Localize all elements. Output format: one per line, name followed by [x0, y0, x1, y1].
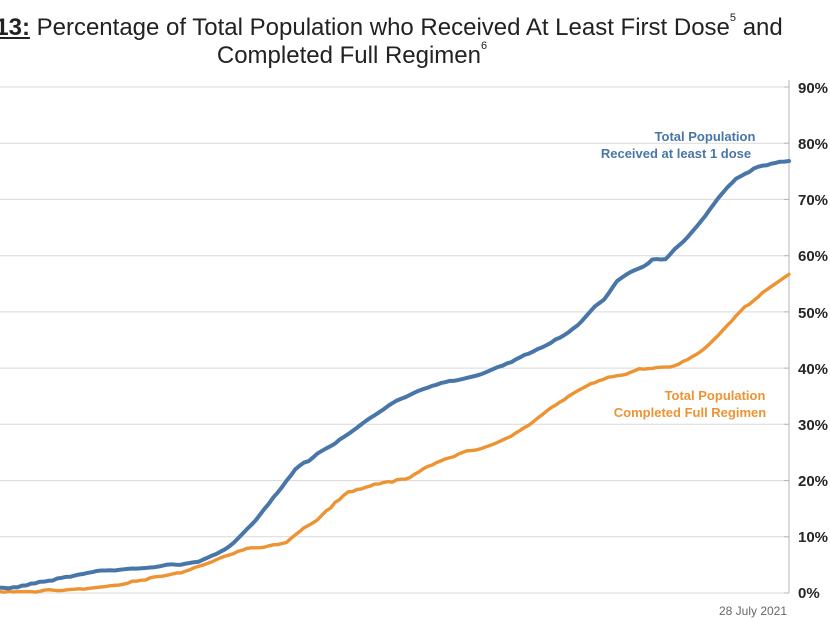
svg-text:Received at least 1 dose: Received at least 1 dose — [601, 146, 751, 161]
svg-text:0%: 0% — [798, 585, 820, 602]
svg-text:28 July 2021: 28 July 2021 — [719, 604, 787, 618]
svg-text:10%: 10% — [798, 529, 828, 546]
svg-text:Total Population: Total Population — [665, 388, 766, 403]
svg-text:40%: 40% — [798, 361, 828, 378]
svg-text:50%: 50% — [798, 305, 828, 322]
svg-text:60%: 60% — [798, 248, 828, 265]
svg-text:Total Population: Total Population — [655, 129, 756, 144]
svg-text:Completed Full Regimen: Completed Full Regimen — [614, 405, 766, 420]
svg-text:90%: 90% — [798, 80, 828, 97]
svg-text:80%: 80% — [798, 136, 828, 153]
svg-text:20%: 20% — [798, 473, 828, 490]
svg-text:70%: 70% — [798, 192, 828, 209]
svg-text:30%: 30% — [798, 417, 828, 434]
